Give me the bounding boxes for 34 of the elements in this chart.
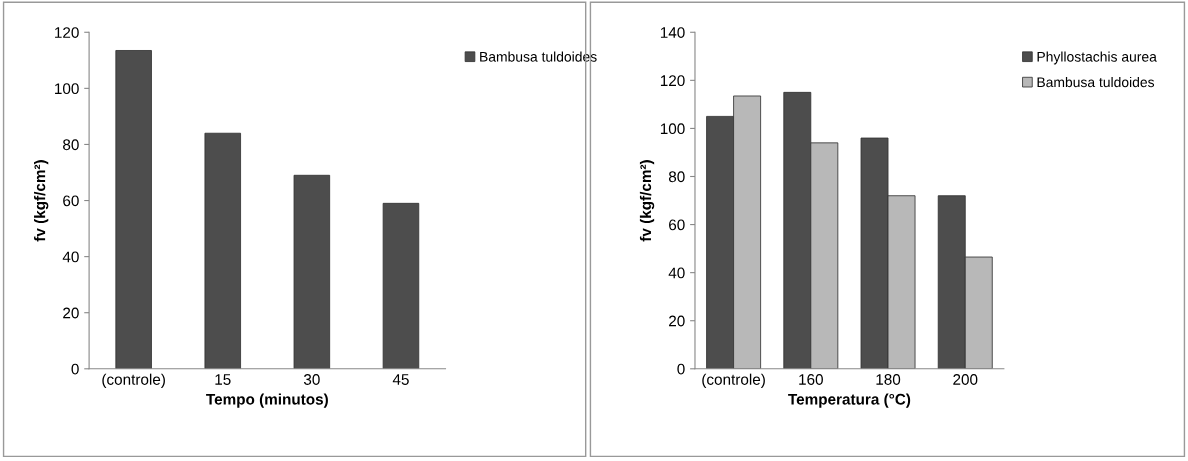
y-tick-label: 140 — [660, 27, 685, 38]
x-tick-label: 200 — [953, 374, 978, 385]
x-tick-label: 45 — [392, 374, 409, 385]
x-tick-label: 160 — [799, 374, 823, 385]
bar — [115, 50, 152, 369]
x-tick-label: (controle) — [702, 373, 765, 388]
x-tick-label: (controle) — [102, 373, 165, 388]
legend-label: Bambusa tuldoides — [1037, 76, 1155, 88]
y-axis-title: fv (kgf/cm²) — [34, 160, 49, 242]
x-tick-label: 30 — [303, 374, 320, 385]
y-axis-title: fv (kgf/cm²) — [639, 160, 655, 242]
y-tick-label: 20 — [669, 315, 685, 327]
y-tick-label: 40 — [62, 251, 79, 263]
legend-label: Bambusa tuldoides — [480, 51, 597, 62]
y-tick-label: 120 — [55, 27, 79, 38]
bar — [293, 174, 331, 369]
y-tick-label: 20 — [63, 307, 79, 319]
y-tick-label: 0 — [71, 363, 79, 375]
y-tick-label: 0 — [677, 363, 685, 375]
y-tick-label: 60 — [63, 195, 79, 207]
y-tick-label: 60 — [669, 219, 685, 231]
y-tick-label: 40 — [668, 267, 685, 279]
bar — [382, 202, 420, 369]
y-tick-label: 120 — [660, 75, 685, 87]
x-tick-label: 15 — [215, 374, 231, 385]
x-axis-title: Temperatura (°C) — [788, 393, 911, 408]
y-tick-label: 100 — [55, 83, 79, 95]
legend-label: Phyllostachis aurea — [1037, 51, 1157, 65]
x-tick-label: 180 — [876, 374, 901, 385]
y-tick-label: 100 — [660, 123, 685, 135]
bar — [204, 132, 241, 369]
y-tick-label: 80 — [63, 139, 79, 151]
y-tick-label: 80 — [668, 171, 685, 183]
x-axis-title: Tempo (minutos) — [206, 393, 328, 408]
